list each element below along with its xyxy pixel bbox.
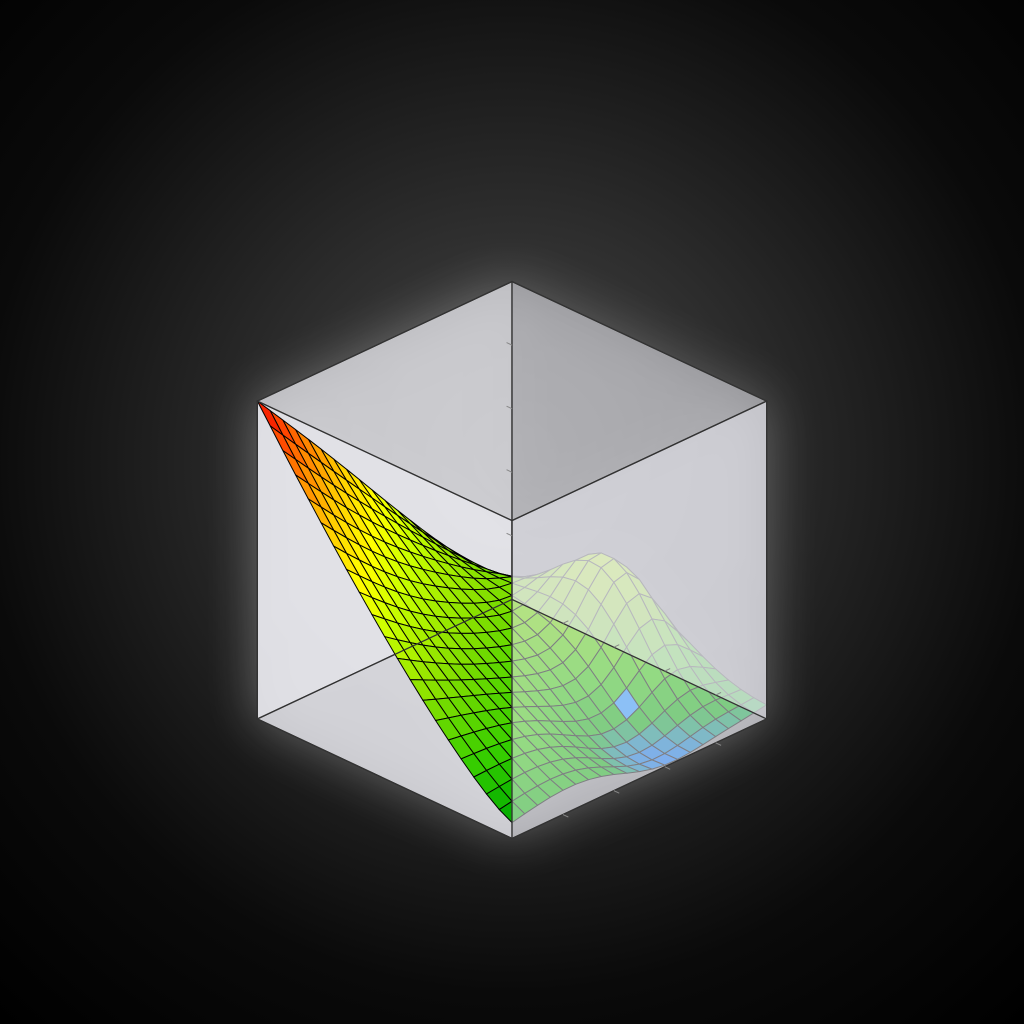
axis-tick bbox=[563, 815, 568, 818]
axis-tick bbox=[665, 767, 670, 770]
surface-plot-svg bbox=[0, 0, 1024, 1024]
axis-tick bbox=[716, 743, 721, 746]
surface-plot-viewport[interactable] bbox=[0, 0, 1024, 1024]
axis-tick bbox=[614, 791, 619, 794]
